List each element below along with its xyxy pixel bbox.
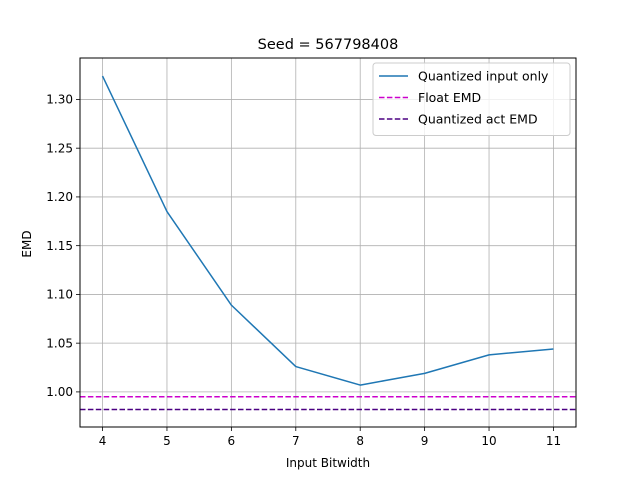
x-tick-label: 7 [292, 434, 300, 448]
y-tick-label: 1.00 [46, 385, 73, 399]
x-tick-label: 4 [99, 434, 107, 448]
legend-label: Quantized act EMD [418, 112, 538, 127]
x-tick-label: 6 [228, 434, 236, 448]
y-tick-label: 1.05 [46, 336, 73, 350]
y-axis-label: EMD [20, 230, 34, 257]
legend-box [372, 62, 571, 136]
x-tick-label: 11 [546, 434, 561, 448]
y-tick-label: 1.15 [46, 239, 73, 253]
y-tick-label: 1.20 [46, 190, 73, 204]
x-axis-label: Input Bitwidth [286, 456, 370, 470]
y-tick-label: 1.10 [46, 288, 73, 302]
legend: Quantized input only Float EMD Quantized a… [372, 62, 571, 136]
y-tick-label: 1.25 [46, 141, 73, 155]
reference-lines [80, 396, 576, 411]
x-axis-ticks: 4 5 6 7 8 9 10 11 [99, 427, 561, 448]
x-tick-label: 8 [356, 434, 364, 448]
y-axis-ticks: 1.00 1.05 1.10 1.15 1.20 1.25 1.30 [46, 93, 80, 399]
chart-title: Seed = 567798408 [258, 37, 399, 53]
y-tick-label: 1.30 [46, 93, 73, 107]
legend-label: Quantized input only [418, 69, 549, 84]
series-lines [101, 75, 554, 386]
series-line-quantized-input-only [101, 75, 554, 386]
x-tick-label: 5 [163, 434, 171, 448]
plot-frame [79, 57, 577, 428]
x-tick-label: 10 [481, 434, 496, 448]
legend-label: Float EMD [418, 90, 481, 105]
x-tick-label: 9 [421, 434, 429, 448]
